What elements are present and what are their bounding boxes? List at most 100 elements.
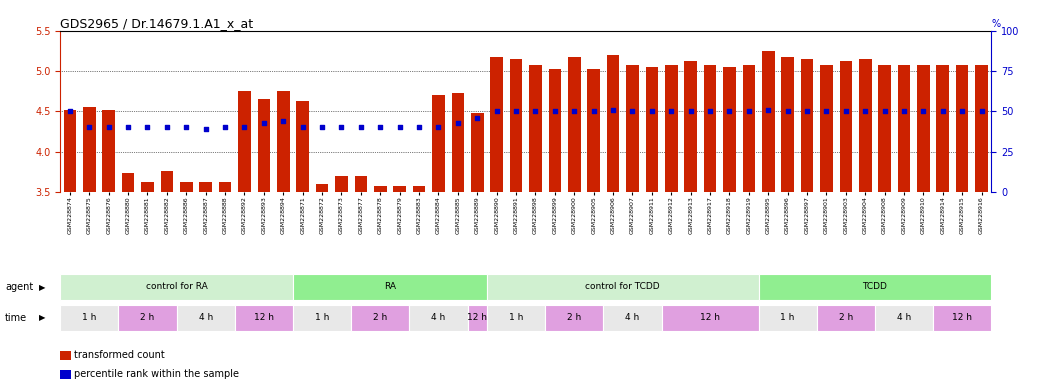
Point	[101, 124, 117, 131]
Text: 2 h: 2 h	[140, 313, 155, 322]
Bar	[176, 305, 235, 331]
Point	[353, 124, 370, 131]
Point	[818, 108, 835, 114]
Text: 12 h: 12 h	[952, 313, 973, 322]
Text: agent: agent	[5, 282, 33, 292]
Text: ▶: ▶	[39, 313, 46, 322]
Bar	[510, 59, 522, 192]
Bar	[141, 182, 154, 192]
Point	[391, 124, 408, 131]
Point	[566, 108, 582, 114]
Bar	[603, 305, 661, 331]
Text: RA: RA	[384, 282, 395, 291]
Bar	[297, 101, 309, 192]
Bar	[878, 65, 891, 192]
Bar	[684, 61, 696, 192]
Bar	[118, 305, 176, 331]
Bar	[548, 69, 562, 192]
Bar	[238, 91, 251, 192]
Text: time: time	[5, 313, 27, 323]
Text: 12 h: 12 h	[467, 313, 487, 322]
Bar	[759, 305, 817, 331]
Bar	[121, 174, 134, 192]
Point	[644, 108, 660, 114]
Bar	[316, 184, 328, 192]
Point	[430, 124, 446, 131]
Text: %: %	[991, 19, 1001, 29]
Bar	[545, 305, 603, 331]
Bar	[293, 274, 487, 300]
Bar	[413, 186, 426, 192]
Point	[275, 118, 292, 124]
Bar	[293, 305, 351, 331]
Bar	[759, 274, 991, 300]
Text: 1 h: 1 h	[509, 313, 523, 322]
Point	[974, 108, 990, 114]
Point	[197, 126, 214, 132]
Bar	[936, 65, 949, 192]
Text: 12 h: 12 h	[254, 313, 274, 322]
Bar	[409, 305, 467, 331]
Bar	[661, 305, 759, 331]
Point	[663, 108, 680, 114]
Bar	[355, 176, 367, 192]
Point	[527, 108, 544, 114]
Text: ▶: ▶	[39, 283, 46, 291]
Bar	[277, 91, 290, 192]
Text: TCDD: TCDD	[863, 282, 887, 291]
Bar	[467, 305, 487, 331]
Point	[838, 108, 854, 114]
Text: control for RA: control for RA	[145, 282, 208, 291]
Point	[857, 108, 874, 114]
Bar	[933, 305, 991, 331]
Bar	[529, 65, 542, 192]
Bar	[820, 65, 832, 192]
Bar	[607, 55, 620, 192]
Text: percentile rank within the sample: percentile rank within the sample	[74, 369, 239, 379]
Bar	[626, 65, 638, 192]
Bar	[588, 69, 600, 192]
Bar	[351, 305, 409, 331]
Point	[954, 108, 971, 114]
Point	[624, 108, 640, 114]
Bar	[161, 171, 173, 192]
Bar	[490, 56, 503, 192]
Bar	[646, 67, 658, 192]
Point	[721, 108, 738, 114]
Point	[372, 124, 388, 131]
Bar	[199, 182, 212, 192]
Point	[896, 108, 912, 114]
Text: 1 h: 1 h	[315, 313, 329, 322]
Bar	[60, 274, 293, 300]
Point	[139, 124, 156, 131]
Bar	[180, 182, 193, 192]
Bar	[568, 57, 580, 192]
Bar	[335, 176, 348, 192]
Text: 4 h: 4 h	[625, 313, 639, 322]
Bar	[704, 65, 716, 192]
Point	[780, 108, 796, 114]
Text: 4 h: 4 h	[897, 313, 911, 322]
Bar	[432, 95, 444, 192]
Bar	[817, 305, 875, 331]
Bar	[487, 305, 545, 331]
Bar	[219, 182, 231, 192]
Bar	[723, 67, 736, 192]
Point	[798, 108, 815, 114]
Point	[449, 121, 466, 127]
Bar	[956, 65, 968, 192]
Point	[605, 107, 622, 113]
Point	[876, 108, 893, 114]
Point	[547, 108, 564, 114]
Point	[740, 108, 757, 114]
Point	[217, 124, 234, 131]
Text: 1 h: 1 h	[781, 313, 795, 322]
Bar	[452, 93, 464, 192]
Bar	[374, 186, 386, 192]
Point	[488, 108, 504, 114]
Point	[295, 124, 311, 131]
Bar	[63, 110, 76, 192]
Text: 12 h: 12 h	[700, 313, 720, 322]
Bar	[393, 185, 406, 192]
Bar	[487, 274, 759, 300]
